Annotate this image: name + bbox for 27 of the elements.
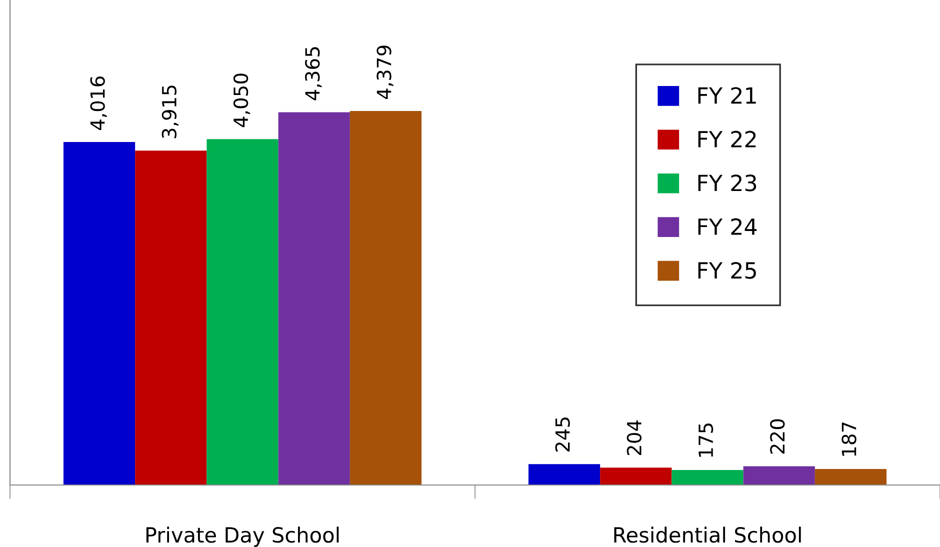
legend-label: FY 24 xyxy=(698,218,757,235)
bar xyxy=(528,464,600,485)
bar xyxy=(206,139,278,485)
bar xyxy=(600,468,672,485)
bar xyxy=(814,469,887,485)
legend-label: FY 22 xyxy=(698,130,756,148)
data-label: 204 xyxy=(626,420,642,456)
data-label: 4,379 xyxy=(376,46,394,99)
data-label: 3,915 xyxy=(162,86,179,138)
legend-label: FY 23 xyxy=(698,174,756,192)
data-label: 4,365 xyxy=(305,47,322,100)
bar xyxy=(278,112,350,485)
data-label: 220 xyxy=(770,419,785,454)
legend-label: FY 21 xyxy=(698,87,756,104)
x-tick-label: Private Day School xyxy=(146,526,339,547)
bar xyxy=(672,470,744,485)
data-label: 4,016 xyxy=(90,76,107,130)
bar xyxy=(743,466,815,485)
bar xyxy=(350,111,422,485)
data-label: 245 xyxy=(555,418,570,452)
data-label: 4,050 xyxy=(233,74,250,128)
bar xyxy=(63,142,136,485)
legend-label: FY 25 xyxy=(698,262,756,279)
bar xyxy=(135,150,207,485)
data-label: 175 xyxy=(698,424,714,457)
x-tick-label: Residential School xyxy=(614,526,801,543)
data-label: 187 xyxy=(842,422,856,456)
